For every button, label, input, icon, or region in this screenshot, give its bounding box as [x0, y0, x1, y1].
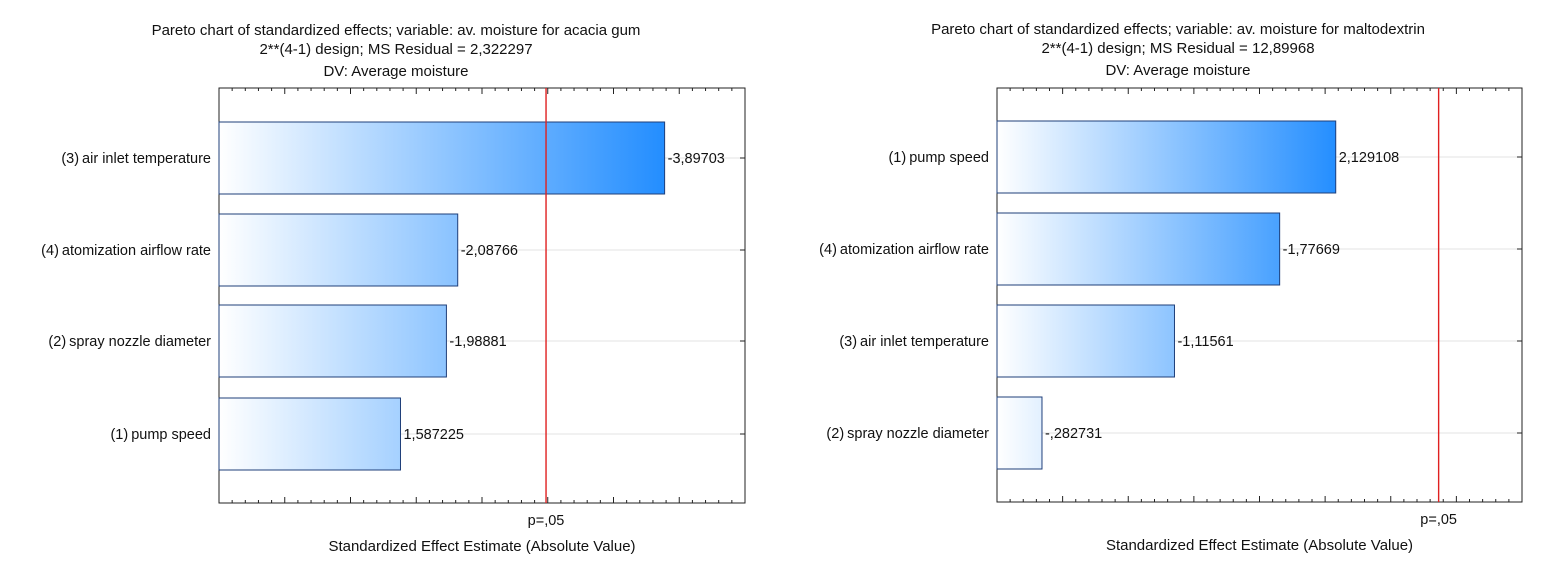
x-axis-label: Standardized Effect Estimate (Absolute V…: [1106, 537, 1413, 554]
bar: [218, 304, 447, 378]
category-label: (2) spray nozzle diameter: [826, 426, 989, 442]
bar-value-label: -1,98881: [449, 334, 506, 350]
bar: [996, 396, 1043, 470]
category-label: (2) spray nozzle diameter: [48, 334, 211, 350]
chart-subtitle: 2**(4-1) design; MS Residual = 2,322297: [259, 41, 532, 58]
chart-title: Pareto chart of standardized effects; va…: [152, 22, 641, 39]
bar: [996, 304, 1175, 378]
bar: [996, 120, 1337, 194]
chart-subtitle-2: DV: Average moisture: [323, 63, 468, 80]
chart-subtitle-2: DV: Average moisture: [1105, 62, 1250, 79]
bar-value-label: -2,08766: [461, 243, 518, 259]
pareto-chart-2: Pareto chart of standardized effects; va…: [819, 21, 1523, 554]
bar: [218, 121, 666, 195]
category-label: (1) pump speed: [110, 427, 211, 443]
category-label: (3) air inlet temperature: [839, 334, 989, 350]
bar: [996, 212, 1281, 286]
category-label: (4) atomization airflow rate: [41, 243, 211, 259]
chart-title: Pareto chart of standardized effects; va…: [931, 21, 1425, 38]
bar-value-label: -,282731: [1045, 426, 1102, 442]
category-label: (4) atomization airflow rate: [819, 242, 989, 258]
bar-value-label: -1,77669: [1283, 242, 1340, 258]
pareto-chart-1: Pareto chart of standardized effects; va…: [41, 22, 746, 555]
significance-label: p=,05: [1420, 512, 1457, 528]
x-axis-label: Standardized Effect Estimate (Absolute V…: [328, 538, 635, 555]
bar-value-label: 2,129108: [1339, 150, 1399, 166]
chart-subtitle: 2**(4-1) design; MS Residual = 12,89968: [1041, 40, 1314, 57]
category-label: (3) air inlet temperature: [61, 151, 211, 167]
significance-label: p=,05: [528, 513, 565, 529]
bar-value-label: -3,89703: [668, 151, 725, 167]
bar: [218, 397, 401, 471]
category-label: (1) pump speed: [888, 150, 989, 166]
bar: [218, 213, 459, 287]
bar-value-label: 1,587225: [403, 427, 463, 443]
bar-value-label: -1,11561: [1177, 334, 1233, 350]
